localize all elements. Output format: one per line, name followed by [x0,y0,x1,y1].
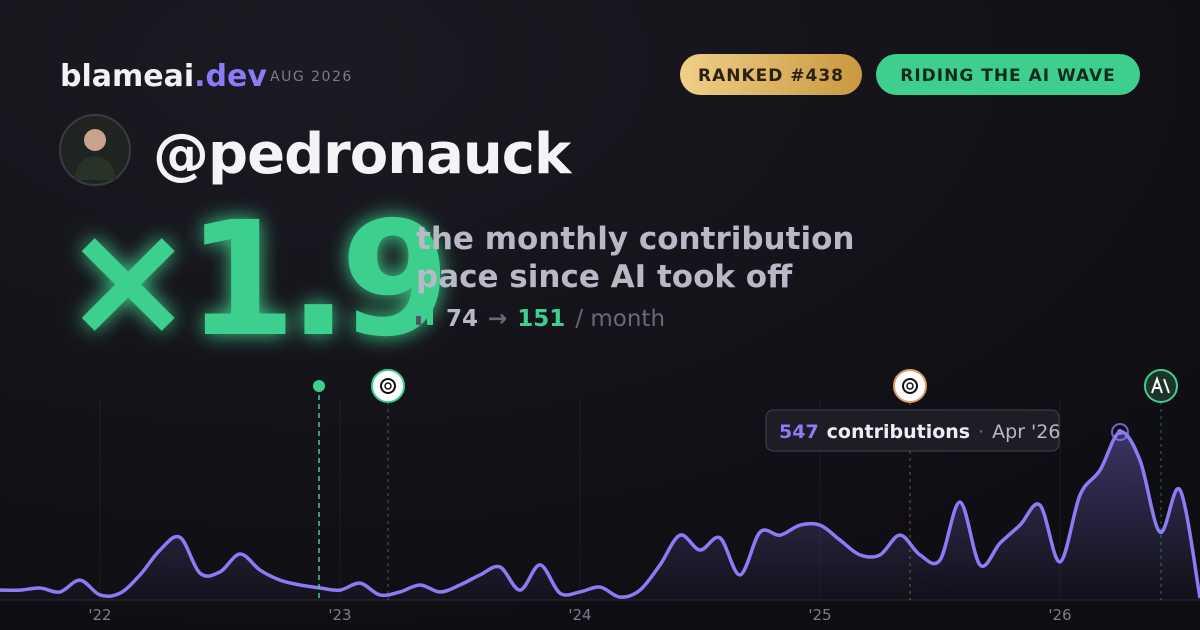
tooltip-box [765,409,1060,452]
tooltip-text: 547 contributions · Apr '26 [779,421,1060,443]
tooltip: 547 contributions · Apr '26 [765,409,1060,452]
brand: blameai.dev [60,59,267,94]
anthropic-icon [1144,369,1178,403]
pace-arrow: → [488,306,507,332]
area-fill [0,431,1200,600]
multiplier: ×1.9 [62,188,442,372]
event-dot [313,380,325,392]
handle: @pedronauck [153,122,573,187]
stat-icon [427,308,433,325]
tooltip-value: 547 [779,421,819,443]
x-tick-label: '24 [568,606,591,624]
x-tick-label: '23 [328,606,351,624]
openai-icon [371,369,405,403]
chart: '22 '23 '24 '25 '26 [0,400,1200,624]
pace-to: 151 [517,306,565,332]
area-line [0,430,1200,599]
description-line: pace since AI took off [416,259,793,295]
event-markers [313,369,1178,600]
brand-tld: .dev [194,59,267,94]
x-tick-label: '22 [88,606,111,624]
openai-icon [893,369,927,403]
rank-badge [680,54,862,95]
tooltip-date: Apr '26 [992,421,1060,443]
peak-marker [1111,423,1129,441]
wave-badge [876,54,1140,95]
x-tick-label: '25 [808,606,831,624]
period: AUG 2026 [270,69,353,85]
pace-stats: 74 → 151 / month [446,306,665,332]
x-tick-label: '26 [1048,606,1071,624]
avatar [59,114,131,186]
tooltip-sep: · [978,421,984,443]
stat-icon [416,316,421,325]
description-line: the monthly contribution [416,221,854,257]
pace-unit: / month [575,306,665,332]
brand-name: blameai [60,59,194,94]
rank-badge-text: RANKED #438 [698,66,844,86]
peak-dot [1117,429,1123,435]
tooltip-label: contributions [827,421,970,443]
wave-badge-text: RIDING THE AI WAVE [900,66,1115,86]
pace-from: 74 [446,306,478,332]
